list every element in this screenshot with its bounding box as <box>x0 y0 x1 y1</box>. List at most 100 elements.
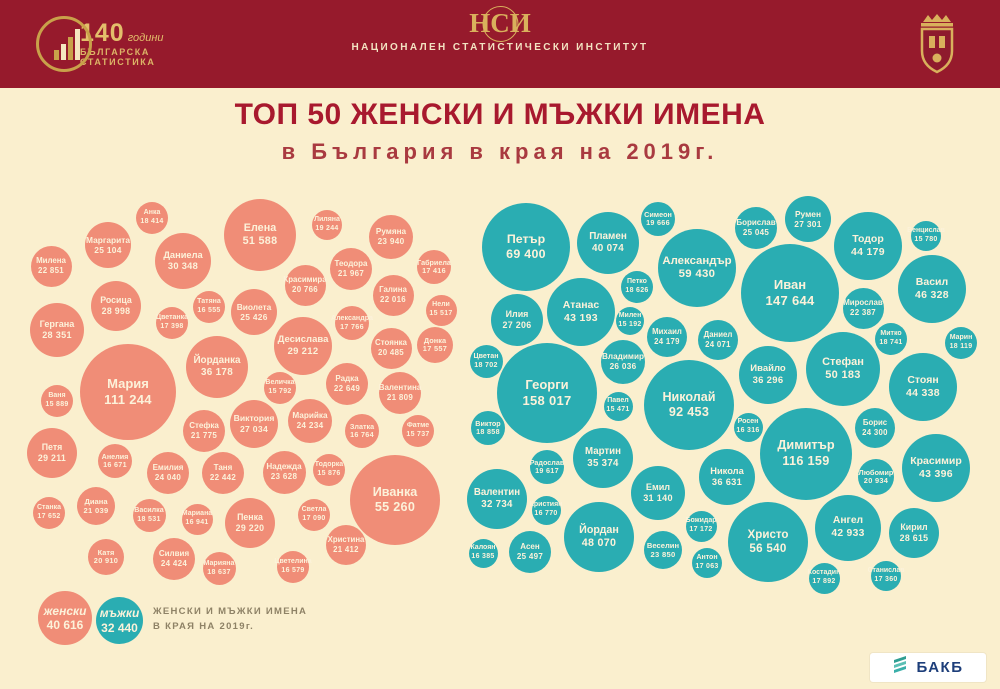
male-name-bubble: Емил 31 140 <box>631 466 685 520</box>
female-name-bubble: Виктория 27 034 <box>230 400 278 448</box>
male-name-bubble: Румен 27 301 <box>785 196 831 242</box>
male-name-bubble: Петко 18 626 <box>621 271 653 303</box>
male-name-bubble: Веселин 23 850 <box>644 531 682 569</box>
female-name-bubble: Иванка 55 260 <box>350 455 440 545</box>
bacb-text: БАКБ <box>916 659 964 676</box>
female-legend-label: женски <box>43 603 87 618</box>
male-name-bubble: Стоян 44 338 <box>889 353 957 421</box>
female-name-bubble: Лиляна 19 244 <box>312 210 342 240</box>
female-name-bubble: Марияна 18 637 <box>202 551 236 585</box>
female-name-bubble: Нели 15 517 <box>425 294 457 326</box>
male-name-bubble: Мирослав 22 387 <box>842 287 884 329</box>
male-name-bubble: Красимир 43 396 <box>902 434 970 502</box>
female-name-bubble: Росица 28 998 <box>91 281 141 331</box>
female-name-bubble: Цветелина 16 579 <box>274 551 312 583</box>
page-title: ТОП 50 ЖЕНСКИ И МЪЖКИ ИМЕНА <box>234 98 766 131</box>
female-name-bubble: Донка 17 557 <box>417 327 453 363</box>
female-name-bubble: Милена 22 851 <box>30 245 72 287</box>
male-name-bubble: Йордан 48 070 <box>564 502 634 572</box>
female-name-bubble: Десислава 29 212 <box>274 317 332 375</box>
male-name-bubble: Никола 36 631 <box>699 449 755 505</box>
male-name-bubble: Павел 15 471 <box>603 391 633 421</box>
male-name-bubble: Петър 69 400 <box>482 203 570 291</box>
female-name-bubble: Анелия 16 671 <box>98 444 132 478</box>
male-name-bubble: Митко 18 741 <box>875 323 907 355</box>
bar-chart-ring-icon <box>36 16 92 72</box>
logo-140-word: години <box>127 32 164 45</box>
male-name-bubble: Иван 147 644 <box>741 244 839 342</box>
male-legend-label: мъжки <box>99 606 140 621</box>
female-name-bubble: Галина 22 016 <box>372 274 414 316</box>
female-name-bubble: Мариана 16 941 <box>181 503 213 535</box>
female-name-bubble: Катя 20 910 <box>88 539 124 575</box>
male-name-bubble: Любомир 20 934 <box>858 459 894 495</box>
male-name-bubble: Милен 15 192 <box>616 307 644 335</box>
title-block: ТОП 50 ЖЕНСКИ И МЪЖКИ ИМЕНА в България в… <box>0 98 1000 165</box>
male-name-bubble: Росен 16 316 <box>733 412 763 442</box>
female-name-bubble: Красимира 20 766 <box>283 264 327 306</box>
statistics-140-years-logo: 140 години БЪЛГАРСКА СТАТИСТИКА <box>36 16 164 72</box>
female-name-bubble: Радка 22 649 <box>326 363 368 405</box>
female-name-bubble: Анка 18 414 <box>136 202 168 234</box>
male-name-bubble: Асен 25 497 <box>509 531 551 573</box>
female-name-bubble: Даниела 30 348 <box>155 233 211 289</box>
legend-caption-line1: ЖЕНСКИ И МЪЖКИ ИМЕНА <box>153 606 308 617</box>
male-name-bubble: Александър 59 430 <box>658 229 736 307</box>
female-name-bubble: Маргарита 25 104 <box>85 222 131 268</box>
female-name-bubble: Емилия 24 040 <box>147 452 189 494</box>
male-name-bubble: Борислав 25 045 <box>735 207 777 249</box>
female-name-bubble: Пенка 29 220 <box>225 498 275 548</box>
female-name-bubble: Виолета 25 426 <box>231 289 277 335</box>
male-name-bubble: Димитър 116 159 <box>760 408 852 500</box>
female-name-bubble: Станка 17 652 <box>33 497 65 529</box>
female-name-bubble: Габриела 17 416 <box>417 250 451 284</box>
male-name-bubble: Пламен 40 074 <box>577 212 639 274</box>
female-name-bubble: Румяна 23 940 <box>369 215 413 259</box>
bacb-logo: БАКБ <box>870 653 986 682</box>
male-name-bubble: Владимир 26 036 <box>601 340 645 384</box>
header-bar: 140 години БЪЛГАРСКА СТАТИСТИКА НСИ НАЦИ… <box>0 0 1000 88</box>
female-name-bubble: Василка 18 531 <box>132 498 166 532</box>
female-name-bubble: Ваня 15 889 <box>41 385 73 417</box>
male-name-bubble: Валентин 32 734 <box>467 469 527 529</box>
page-subtitle: в България в края на 2019г. <box>281 139 719 164</box>
male-name-bubble: Симеон 19 666 <box>641 202 675 236</box>
female-legend-circle: женски 40 616 <box>38 591 92 645</box>
female-legend-value: 40 616 <box>46 618 84 632</box>
male-name-bubble: Тодор 44 179 <box>834 212 902 280</box>
female-name-bubble: Тодорка 15 876 <box>313 454 345 486</box>
male-name-bubble: Мартин 35 374 <box>573 428 633 488</box>
legend-caption-line2: В КРАЯ НА 2019г. <box>153 621 255 633</box>
bacb-icon <box>893 656 910 679</box>
male-legend-value: 32 440 <box>101 620 138 635</box>
male-name-bubble: Михаил 24 179 <box>647 317 687 357</box>
female-name-bubble: Христина 21 412 <box>326 525 366 565</box>
female-name-bubble: Петя 29 211 <box>27 428 77 478</box>
male-name-bubble: Костадин 17 892 <box>808 562 840 594</box>
sofia-coat-of-arms-icon <box>914 12 960 76</box>
female-name-bubble: Фатме 15 737 <box>402 415 434 447</box>
female-name-bubble: Стоянка 20 485 <box>370 327 412 369</box>
female-name-bubble: Светла 17 090 <box>298 499 330 531</box>
male-name-bubble: Христо 56 540 <box>728 502 808 582</box>
female-name-bubble: Диана 21 039 <box>77 487 115 525</box>
male-name-bubble: Станислав 17 360 <box>868 561 904 591</box>
male-name-bubble: Цветан 18 702 <box>469 344 503 378</box>
male-name-bubble: Борис 24 300 <box>855 408 895 448</box>
nsi-monogram-icon: НСИ <box>460 8 540 39</box>
female-name-bubble: Теодора 21 967 <box>330 248 372 290</box>
male-name-bubble: Стефан 50 183 <box>806 332 880 406</box>
female-name-bubble: Марийка 24 234 <box>288 399 332 443</box>
female-name-bubble: Александра 17 766 <box>331 306 373 340</box>
female-name-bubble: Таня 22 442 <box>202 452 244 494</box>
legend-caption: ЖЕНСКИ И МЪЖКИ ИМЕНА В КРАЯ НА 2019г. <box>153 604 307 634</box>
male-name-bubble: Ивайло 36 296 <box>739 346 797 404</box>
male-legend-circle: мъжки 32 440 <box>96 597 143 644</box>
male-name-bubble: Николай 92 453 <box>644 360 734 450</box>
female-name-bubble: Валентина 21 809 <box>379 372 421 414</box>
male-name-bubble: Божидар 17 172 <box>685 510 717 542</box>
female-name-bubble: Цветанка 17 398 <box>156 307 188 339</box>
male-name-bubble: Калоян 16 385 <box>468 538 498 568</box>
female-name-bubble: Златка 16 764 <box>345 414 379 448</box>
